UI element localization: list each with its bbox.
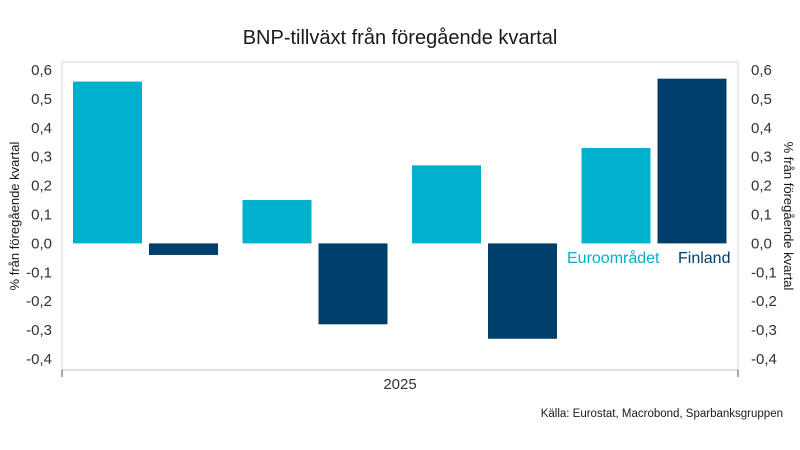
y-tick-label-left: 0,4 [31, 120, 52, 137]
y-tick-label-left: -0,2 [26, 293, 52, 310]
y-tick-label-left: 0,6 [31, 62, 52, 79]
y-tick-label-left: 0,1 [31, 207, 52, 224]
legend-euroomradet: Euroområdet [567, 249, 660, 267]
y-tick-label-left: 0,5 [31, 91, 52, 108]
bar-finland-3 [488, 243, 557, 339]
y-tick-label-right: -0,2 [751, 293, 777, 310]
y-tick-label-right: 0,2 [751, 178, 772, 195]
y-tick-label-left: 0,3 [31, 149, 52, 166]
bar-euroomradet-4 [581, 148, 651, 244]
y-axis-right: 0,6 0,5 0,4 0,3 0,2 0,1 0,0 -0,1 -0,2 -0,3 -0,4 [751, 62, 777, 368]
y-tick-label-left: 0,2 [31, 178, 52, 195]
bar-finland-4 [657, 78, 727, 244]
bar-euroomradet-3 [412, 165, 481, 244]
y-tick-label-right: -0,3 [751, 322, 777, 339]
y-axis-label-left: % från föregående kvartal [7, 141, 22, 290]
y-axis-label-right: % från föregående kvartal [781, 142, 796, 291]
y-tick-label-right: 0,0 [751, 235, 772, 252]
y-tick-label-right: -0,4 [751, 351, 777, 368]
x-tick-label: 2025 [383, 376, 416, 393]
y-tick-label-right: 0,6 [751, 62, 772, 79]
bars [73, 78, 727, 339]
y-tick-label-left: -0,1 [26, 264, 52, 281]
y-tick-label-left: -0,3 [26, 322, 52, 339]
legend-finland: Finland [678, 250, 730, 267]
y-tick-label-right: 0,3 [751, 149, 772, 166]
y-tick-label-right: 0,4 [751, 120, 772, 137]
y-tick-label-left: 0,0 [31, 235, 52, 252]
bar-euroomradet-1 [73, 81, 142, 244]
bar-euroomradet-2 [242, 200, 312, 244]
y-tick-label-left: -0,4 [26, 351, 52, 368]
y-axis-left: 0,6 0,5 0,4 0,3 0,2 0,1 0,0 -0,1 -0,2 -0,3 -0,4 [26, 62, 52, 368]
y-tick-label-right: 0,1 [751, 207, 772, 224]
chart-title: BNP-tillväxt från föregående kvartal [243, 27, 558, 49]
bar-finland-1 [149, 243, 218, 255]
y-tick-label-right: -0,1 [751, 264, 777, 281]
bar-finland-2 [318, 243, 388, 325]
y-tick-label-right: 0,5 [751, 91, 772, 108]
source-note: Källa: Eurostat, Macrobond, Sparbanksgru… [541, 408, 783, 420]
